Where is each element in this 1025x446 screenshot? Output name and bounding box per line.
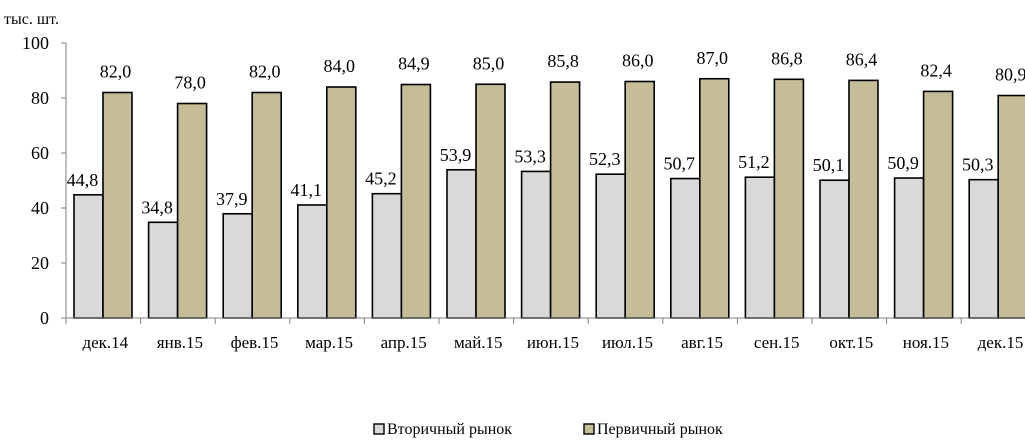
data-label-secondary-market: 41,1 xyxy=(291,180,323,200)
data-label-secondary-market: 53,9 xyxy=(440,145,472,165)
legend-item-secondary-market: Вторичный рынок xyxy=(373,421,512,438)
legend-label: Вторичный рынок xyxy=(387,421,512,438)
bar-secondary-market xyxy=(595,173,627,319)
data-label-secondary-market: 44,8 xyxy=(67,170,99,190)
bar-primary-market xyxy=(102,91,133,319)
legend: Вторичный рынок Первичный рынок xyxy=(373,421,723,438)
data-label-primary-market: 86,4 xyxy=(846,49,878,69)
data-label-primary-market: 87,0 xyxy=(697,48,729,68)
bar-primary-market xyxy=(624,80,656,319)
bar-primary-market xyxy=(773,78,805,319)
bar-secondary-market xyxy=(893,177,925,319)
bar-secondary-market xyxy=(819,179,850,319)
y-axis-unit-label: тыс. шт. xyxy=(4,11,59,28)
data-label-primary-market: 85,0 xyxy=(473,53,505,73)
bar-primary-market xyxy=(848,79,879,319)
data-label-secondary-market: 50,1 xyxy=(813,155,845,175)
bar-primary-market xyxy=(325,86,357,319)
x-tick-label: сен.15 xyxy=(754,333,800,352)
bar-secondary-market xyxy=(520,170,552,319)
x-tick-label: май.15 xyxy=(454,333,503,352)
y-tick-label: 0 xyxy=(40,308,49,328)
x-tick-label: янв.15 xyxy=(157,333,203,352)
y-tick-label: 60 xyxy=(31,143,49,163)
legend-label: Первичный рынок xyxy=(597,421,723,438)
legend-swatch xyxy=(583,423,595,435)
legend-swatch xyxy=(373,423,385,435)
x-tick-label: апр.15 xyxy=(381,333,427,352)
bar-secondary-market xyxy=(744,176,776,319)
data-label-primary-market: 84,9 xyxy=(398,54,430,74)
y-tick-label: 100 xyxy=(22,33,49,53)
y-tick-label: 80 xyxy=(31,88,49,108)
data-label-primary-market: 86,8 xyxy=(771,48,803,68)
y-tick-label: 40 xyxy=(31,198,49,218)
x-tick-label: авг.15 xyxy=(681,333,723,352)
y-tick-label: 20 xyxy=(31,253,49,273)
data-label-secondary-market: 45,2 xyxy=(365,169,397,189)
x-tick-label: фев.15 xyxy=(231,333,279,352)
bar-primary-market xyxy=(176,102,208,319)
bar-secondary-market xyxy=(968,178,1000,319)
bar-primary-market xyxy=(698,77,730,319)
data-label-secondary-market: 50,7 xyxy=(664,154,696,174)
data-label-primary-market: 82,4 xyxy=(920,60,952,80)
data-label-primary-market: 78,0 xyxy=(174,73,206,93)
data-label-primary-market: 86,0 xyxy=(622,51,654,71)
x-tick-label: дек.14 xyxy=(82,333,128,352)
bar-primary-market xyxy=(997,94,1025,319)
bar-secondary-market xyxy=(296,204,328,319)
bar-primary-market xyxy=(922,90,954,319)
x-tick-label: июн.15 xyxy=(527,333,579,352)
data-label-secondary-market: 50,3 xyxy=(962,155,994,175)
bar-primary-market xyxy=(400,83,432,319)
x-tick-label: окт.15 xyxy=(829,333,873,352)
x-tick-label: ноя.15 xyxy=(903,333,949,352)
data-label-primary-market: 80,9 xyxy=(995,65,1025,85)
x-tick-label: дек.15 xyxy=(978,333,1024,352)
data-labels: 44,8 82,0 34,8 78,0 37,9 82,0 41,1 84,0 45,2 84,9… xyxy=(67,48,1025,218)
bar-secondary-market xyxy=(669,177,701,319)
data-label-secondary-market: 53,3 xyxy=(514,146,546,166)
legend-item-primary-market: Первичный рынок xyxy=(583,421,723,438)
data-label-secondary-market: 52,3 xyxy=(589,149,621,169)
bar-secondary-market xyxy=(446,168,477,319)
bar-primary-market xyxy=(549,81,581,319)
data-label-primary-market: 82,0 xyxy=(100,62,132,82)
bar-secondary-market xyxy=(371,192,403,319)
data-label-secondary-market: 50,9 xyxy=(887,153,919,173)
data-label-secondary-market: 37,9 xyxy=(216,189,248,209)
x-tick-label: мар.15 xyxy=(305,333,353,352)
bar-primary-market xyxy=(475,83,506,319)
data-label-secondary-market: 34,8 xyxy=(141,197,173,217)
data-label-primary-market: 85,8 xyxy=(547,51,579,71)
bar-secondary-market xyxy=(222,212,253,319)
bar-primary-market xyxy=(251,91,282,319)
data-label-primary-market: 84,0 xyxy=(324,56,356,76)
bar-secondary-market xyxy=(73,194,104,319)
x-axis: дек.14 янв.15 фев.15 мар.15 апр.15 май.15 июн.… xyxy=(65,317,1025,352)
bar-secondary-market xyxy=(147,221,179,319)
y-axis-ticks: 0 20 40 60 80 100 xyxy=(22,33,67,328)
data-label-primary-market: 82,0 xyxy=(249,62,281,82)
x-tick-label: июл.15 xyxy=(602,333,653,352)
data-label-secondary-market: 51,2 xyxy=(738,152,770,172)
